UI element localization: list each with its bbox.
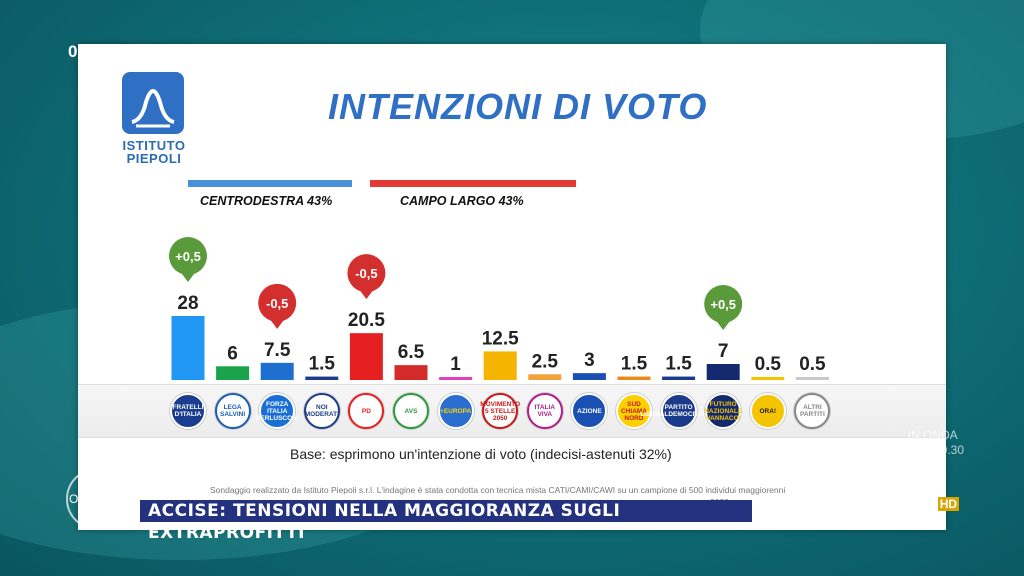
party-logo-2: FORZA ITALIA BERLUSCONI [256,393,299,429]
data-label-5: 6.5 [398,342,425,363]
promo-line1: IN ONDA [907,428,958,442]
poll-card: ISTITUTO PIEPOLI INTENZIONI DI VOTO CENT… [78,44,946,530]
coalition-label-right: CENTRODESTRA 43% [200,194,333,208]
party-logo-7: MOVIMENTO 5 STELLE 2050 [480,393,520,429]
coalition-label-left: CAMPO LARGO 43% [400,194,524,208]
bar-11 [662,376,696,380]
bar-12 [706,364,740,380]
coalition-bar-left [370,180,576,187]
party-logo-11: PARTITO LIBERALDEMOCRATICO [640,393,717,429]
channel-name: LA7 [890,488,932,513]
party-logo-strip: FRATELLI D'ITALIA LEGA SALVINI FORZA ITALI… [78,384,946,438]
bar-14 [795,377,829,380]
channel-hd: HD [937,497,960,511]
data-label-2: 7.5 [264,340,291,361]
bar-5 [394,365,428,380]
data-label-11: 1.5 [665,354,692,375]
bar-13 [751,377,785,380]
party-logo-3: NOI MODERATI [303,393,340,429]
bar-7 [483,351,517,380]
bar-1 [216,366,250,380]
party-logo-14: ALTRI PARTITI [794,393,831,429]
promo: IN ONDA ALLE 20.30 [901,428,964,458]
party-logo-4: PD [348,393,385,429]
bar-4 [349,333,383,380]
change-label-2: -0,5 [355,266,377,281]
bar-0 [171,316,205,380]
party-logo-6: +EUROPA [437,393,474,429]
fine-print-line1: Sondaggio realizzato da Istituto Piepoli… [210,485,786,495]
party-logo-13: ORA! [749,393,786,429]
logo-line1: ISTITUTO [122,138,186,153]
change-label-0: +0,5 [175,249,201,264]
date: 18 Agosto 2026 [138,44,243,61]
party-logo-12: FUTURO NAZIONALE VANNACCI [704,393,742,429]
data-label-12: 7 [718,341,729,362]
bar-chart: 28 6 7.5 1.5 20.5 6.5 1 12.5 2.5 3 1.5 1.5 7 0.5 0.5 +0… [169,237,829,380]
piepoli-logo: ISTITUTO PIEPOLI [122,72,186,165]
data-label-0: 28 [177,293,198,314]
data-label-13: 0.5 [755,354,782,375]
bar-3 [305,376,339,380]
data-label-6: 1 [450,354,461,375]
program-logo: OMNIBUS [66,468,128,530]
change-label-1: -0,5 [266,296,288,311]
news-ticker: ACCISE: TENSIONI NELLA MAGGIORANZA SUGLI… [140,500,752,543]
party-logo-8: ITALIA VIVA [526,393,563,429]
data-label-4: 20.5 [348,310,385,331]
data-label-1: 6 [227,343,238,364]
change-badge-0 [169,237,207,275]
change-badge-1 [258,283,297,322]
change-badge-3 [704,285,743,323]
data-label-7: 12.5 [482,328,519,349]
data-label-9: 3 [584,350,595,371]
piepoli-logo-mark [122,72,184,134]
chart-title: INTENZIONI DI VOTO [328,86,708,127]
bar-6 [439,377,473,380]
change-badge-2 [347,254,386,293]
bar-8 [528,374,562,380]
promo-line2: ALLE 20.30 [901,443,964,457]
base-note: Base: esprimono un'intenzione di voto (i… [290,446,672,462]
data-label-14: 0.5 [799,354,826,375]
bar-9 [572,373,606,380]
coalition-bar-right [188,180,352,187]
bar-10 [617,376,651,380]
data-label-3: 1.5 [309,354,336,375]
party-logo-5: AVS [393,393,429,429]
clock: 09.12 [68,42,111,61]
party-logo-0: FRATELLI D'ITALIA [170,393,206,429]
party-logo-10: SUD CHIAMA NORD [616,393,652,429]
logo-line2: PIEPOLI [126,151,182,166]
party-logo-9: AZIONE [571,393,608,429]
data-label-8: 2.5 [532,351,559,372]
data-label-10: 1.5 [621,354,648,375]
change-label-3: +0,5 [710,297,736,312]
bar-2 [260,362,294,380]
channel-logo: LA7 HD [890,488,960,514]
party-logo-1: LEGA SALVINI [214,393,251,429]
